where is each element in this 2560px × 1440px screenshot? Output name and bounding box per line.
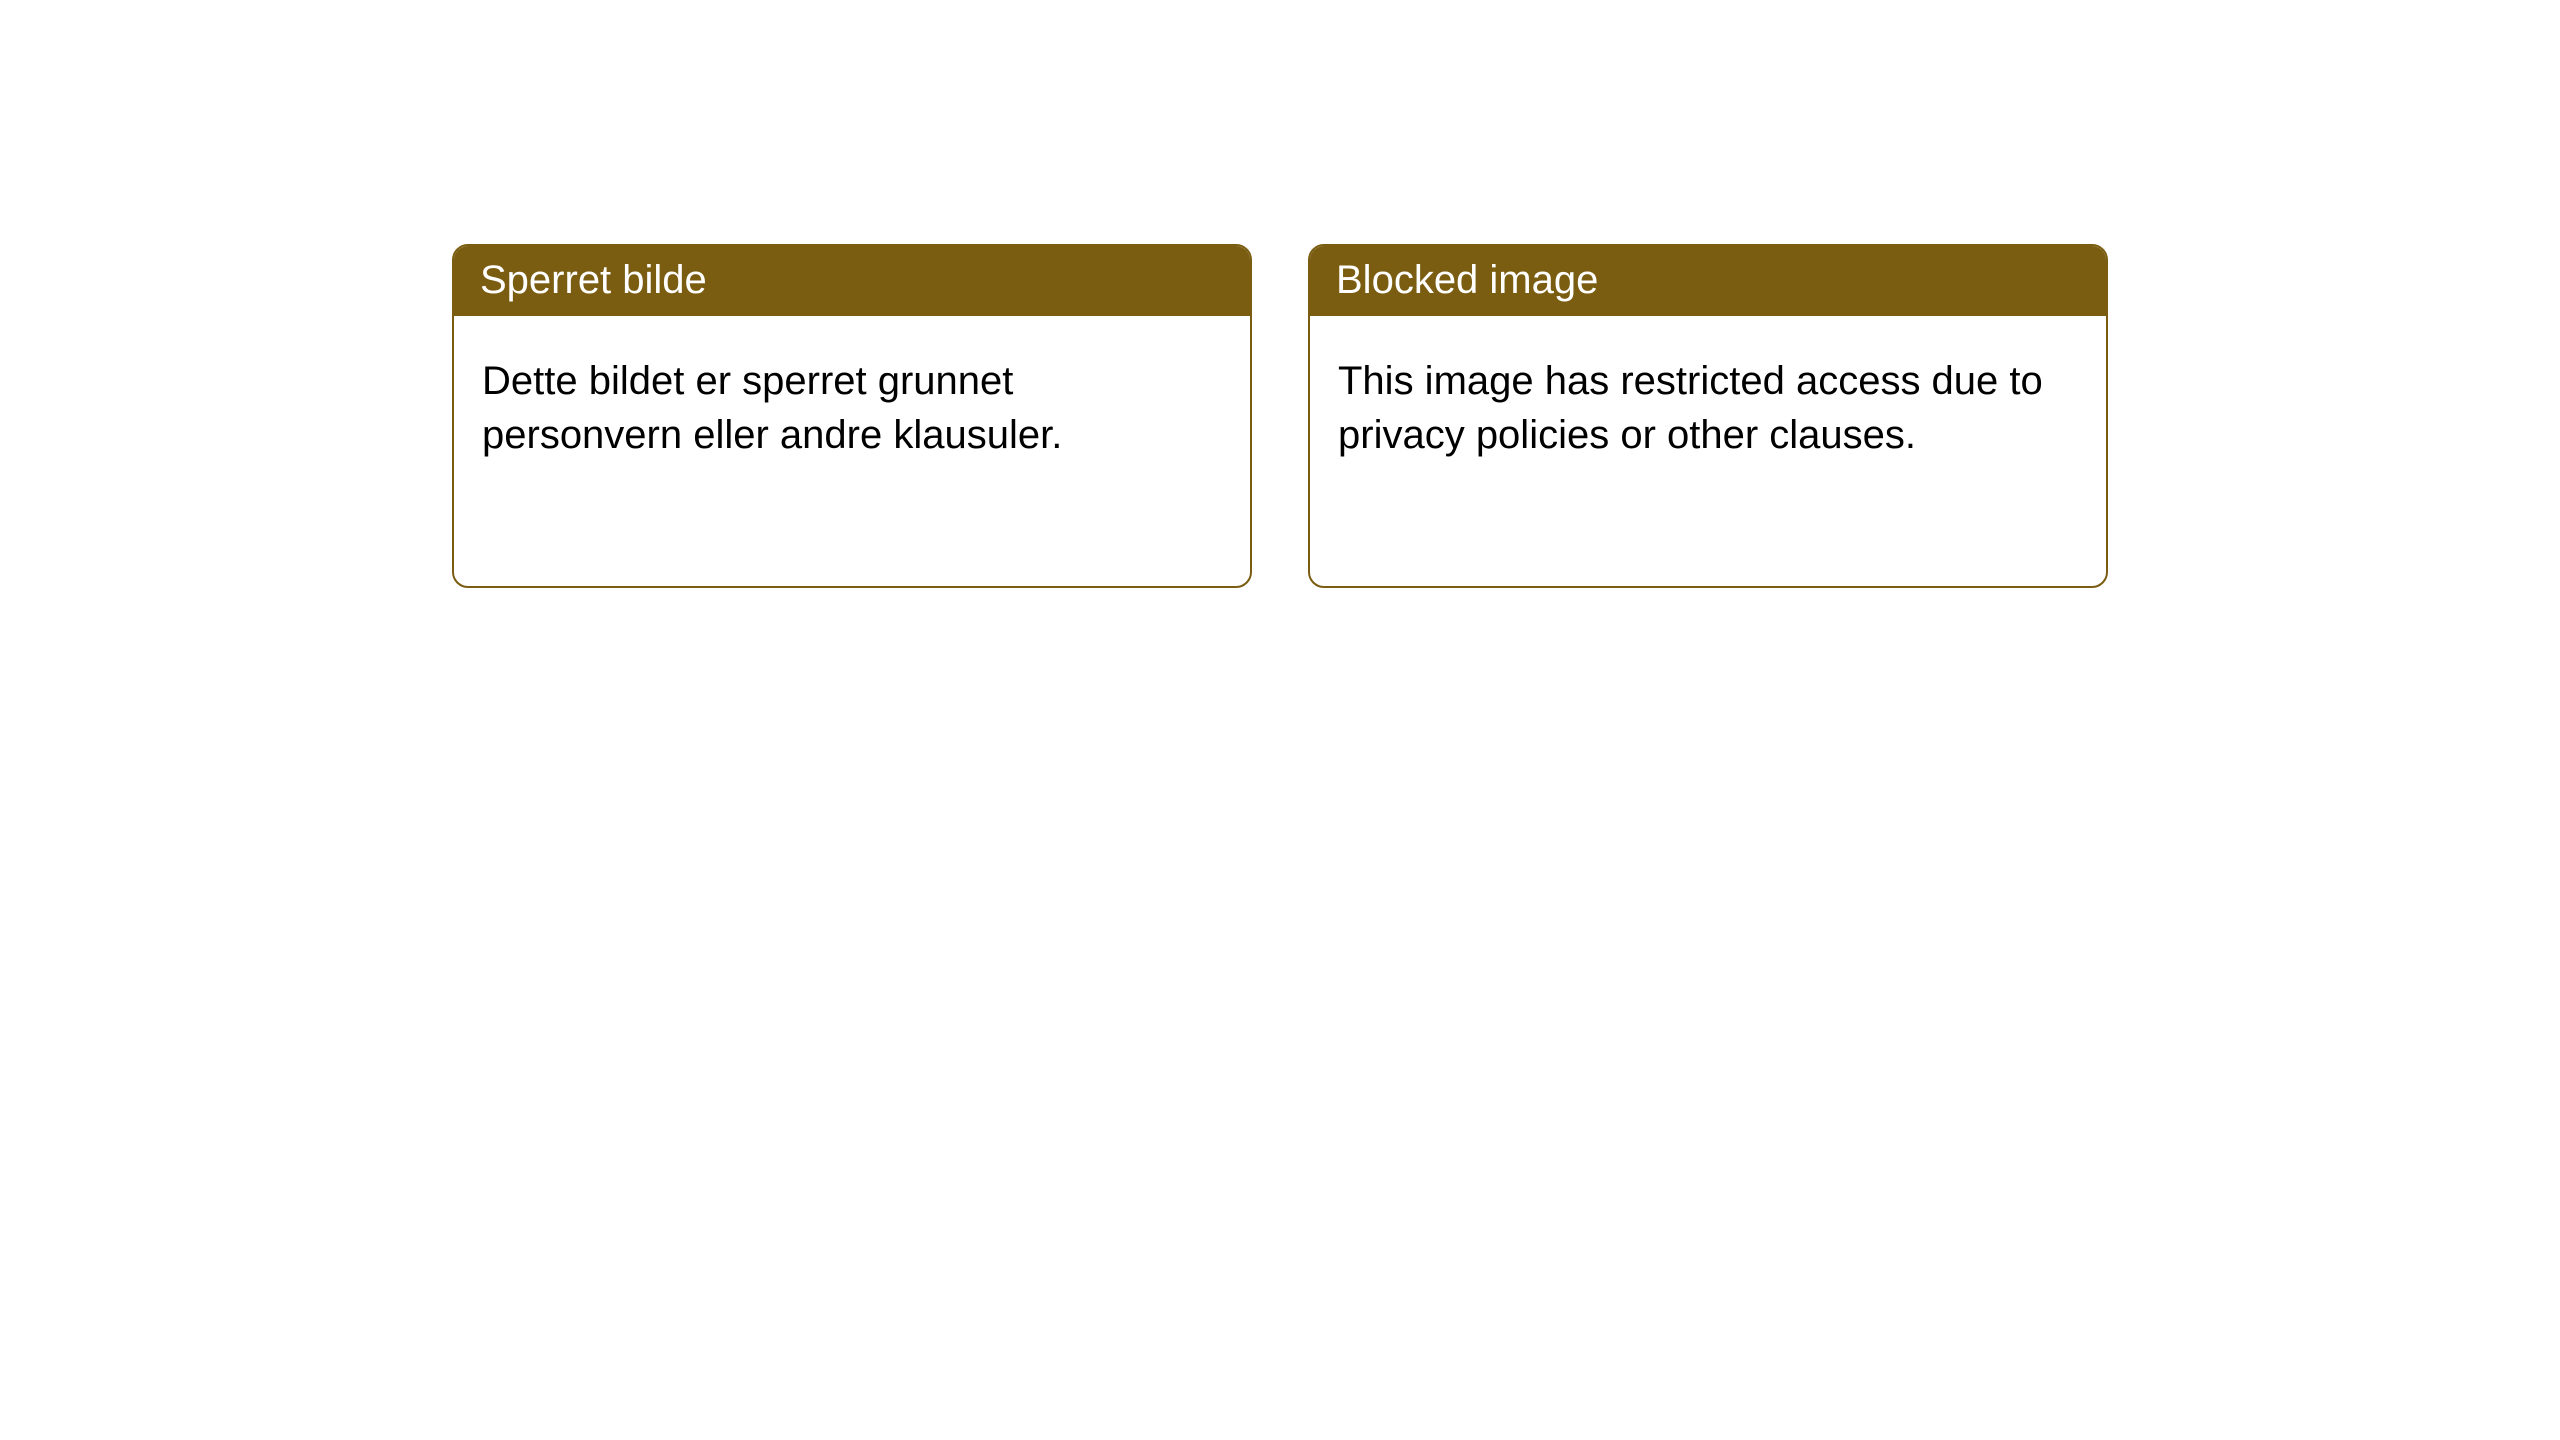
card-body-en: This image has restricted access due to … <box>1310 316 2106 586</box>
card-body-no: Dette bildet er sperret grunnet personve… <box>454 316 1250 586</box>
notice-container: Sperret bilde Dette bildet er sperret gr… <box>0 0 2560 588</box>
blocked-image-card-en: Blocked image This image has restricted … <box>1308 244 2108 588</box>
card-header-en: Blocked image <box>1310 246 2106 316</box>
blocked-image-card-no: Sperret bilde Dette bildet er sperret gr… <box>452 244 1252 588</box>
card-header-no: Sperret bilde <box>454 246 1250 316</box>
